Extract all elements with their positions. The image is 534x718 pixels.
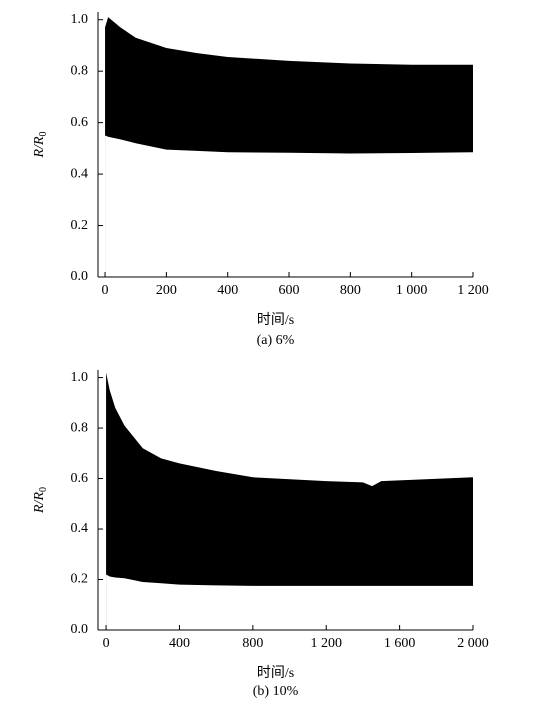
y-tick-label: 0.0 — [71, 622, 89, 637]
band-upper — [106, 372, 473, 630]
y-tick-label: 0.8 — [71, 63, 89, 78]
x-tick-label: 600 — [279, 283, 300, 298]
x-tick-label: 1 200 — [457, 283, 489, 298]
x-tick-label: 800 — [242, 636, 263, 651]
x-tick-label: 1 000 — [396, 283, 428, 298]
caption: (b) 10% — [253, 684, 299, 699]
x-tick-label: 0 — [103, 636, 110, 651]
band-lower — [106, 574, 473, 630]
y-tick-label: 0.0 — [71, 269, 89, 284]
y-label-sub: 0 — [38, 487, 49, 492]
y-tick-label: 0.4 — [71, 521, 89, 536]
x-tick-label: 2 000 — [457, 636, 489, 651]
x-tick-label: 400 — [217, 283, 238, 298]
y-tick-label: 0.6 — [71, 115, 89, 130]
y-tick-label: 0.8 — [71, 420, 89, 435]
y-axis-label: R/R0 — [32, 487, 49, 514]
x-tick-label: 400 — [169, 636, 190, 651]
caption: (a) 6% — [257, 333, 295, 348]
x-axis-label: 时间/s — [257, 312, 294, 328]
band-lower — [105, 135, 473, 277]
y-tick-label: 1.0 — [71, 12, 89, 27]
x-tick-label: 200 — [156, 283, 177, 298]
y-tick-label: 0.4 — [71, 166, 89, 181]
x-tick-label: 1 200 — [310, 636, 342, 651]
y-label-main: R/R — [32, 492, 47, 514]
x-tick-label: 0 — [102, 283, 109, 298]
x-axis-label: 时间/s — [257, 665, 294, 681]
y-label-sub: 0 — [38, 132, 49, 137]
x-tick-label: 800 — [340, 283, 361, 298]
y-axis-label: R/R0 — [32, 132, 49, 159]
y-tick-label: 0.2 — [71, 572, 89, 587]
y-tick-label: 0.2 — [71, 218, 89, 233]
x-tick-label: 1 600 — [384, 636, 416, 651]
y-label-main: R/R — [32, 136, 47, 158]
y-tick-label: 0.6 — [71, 471, 89, 486]
y-tick-label: 1.0 — [71, 370, 89, 385]
